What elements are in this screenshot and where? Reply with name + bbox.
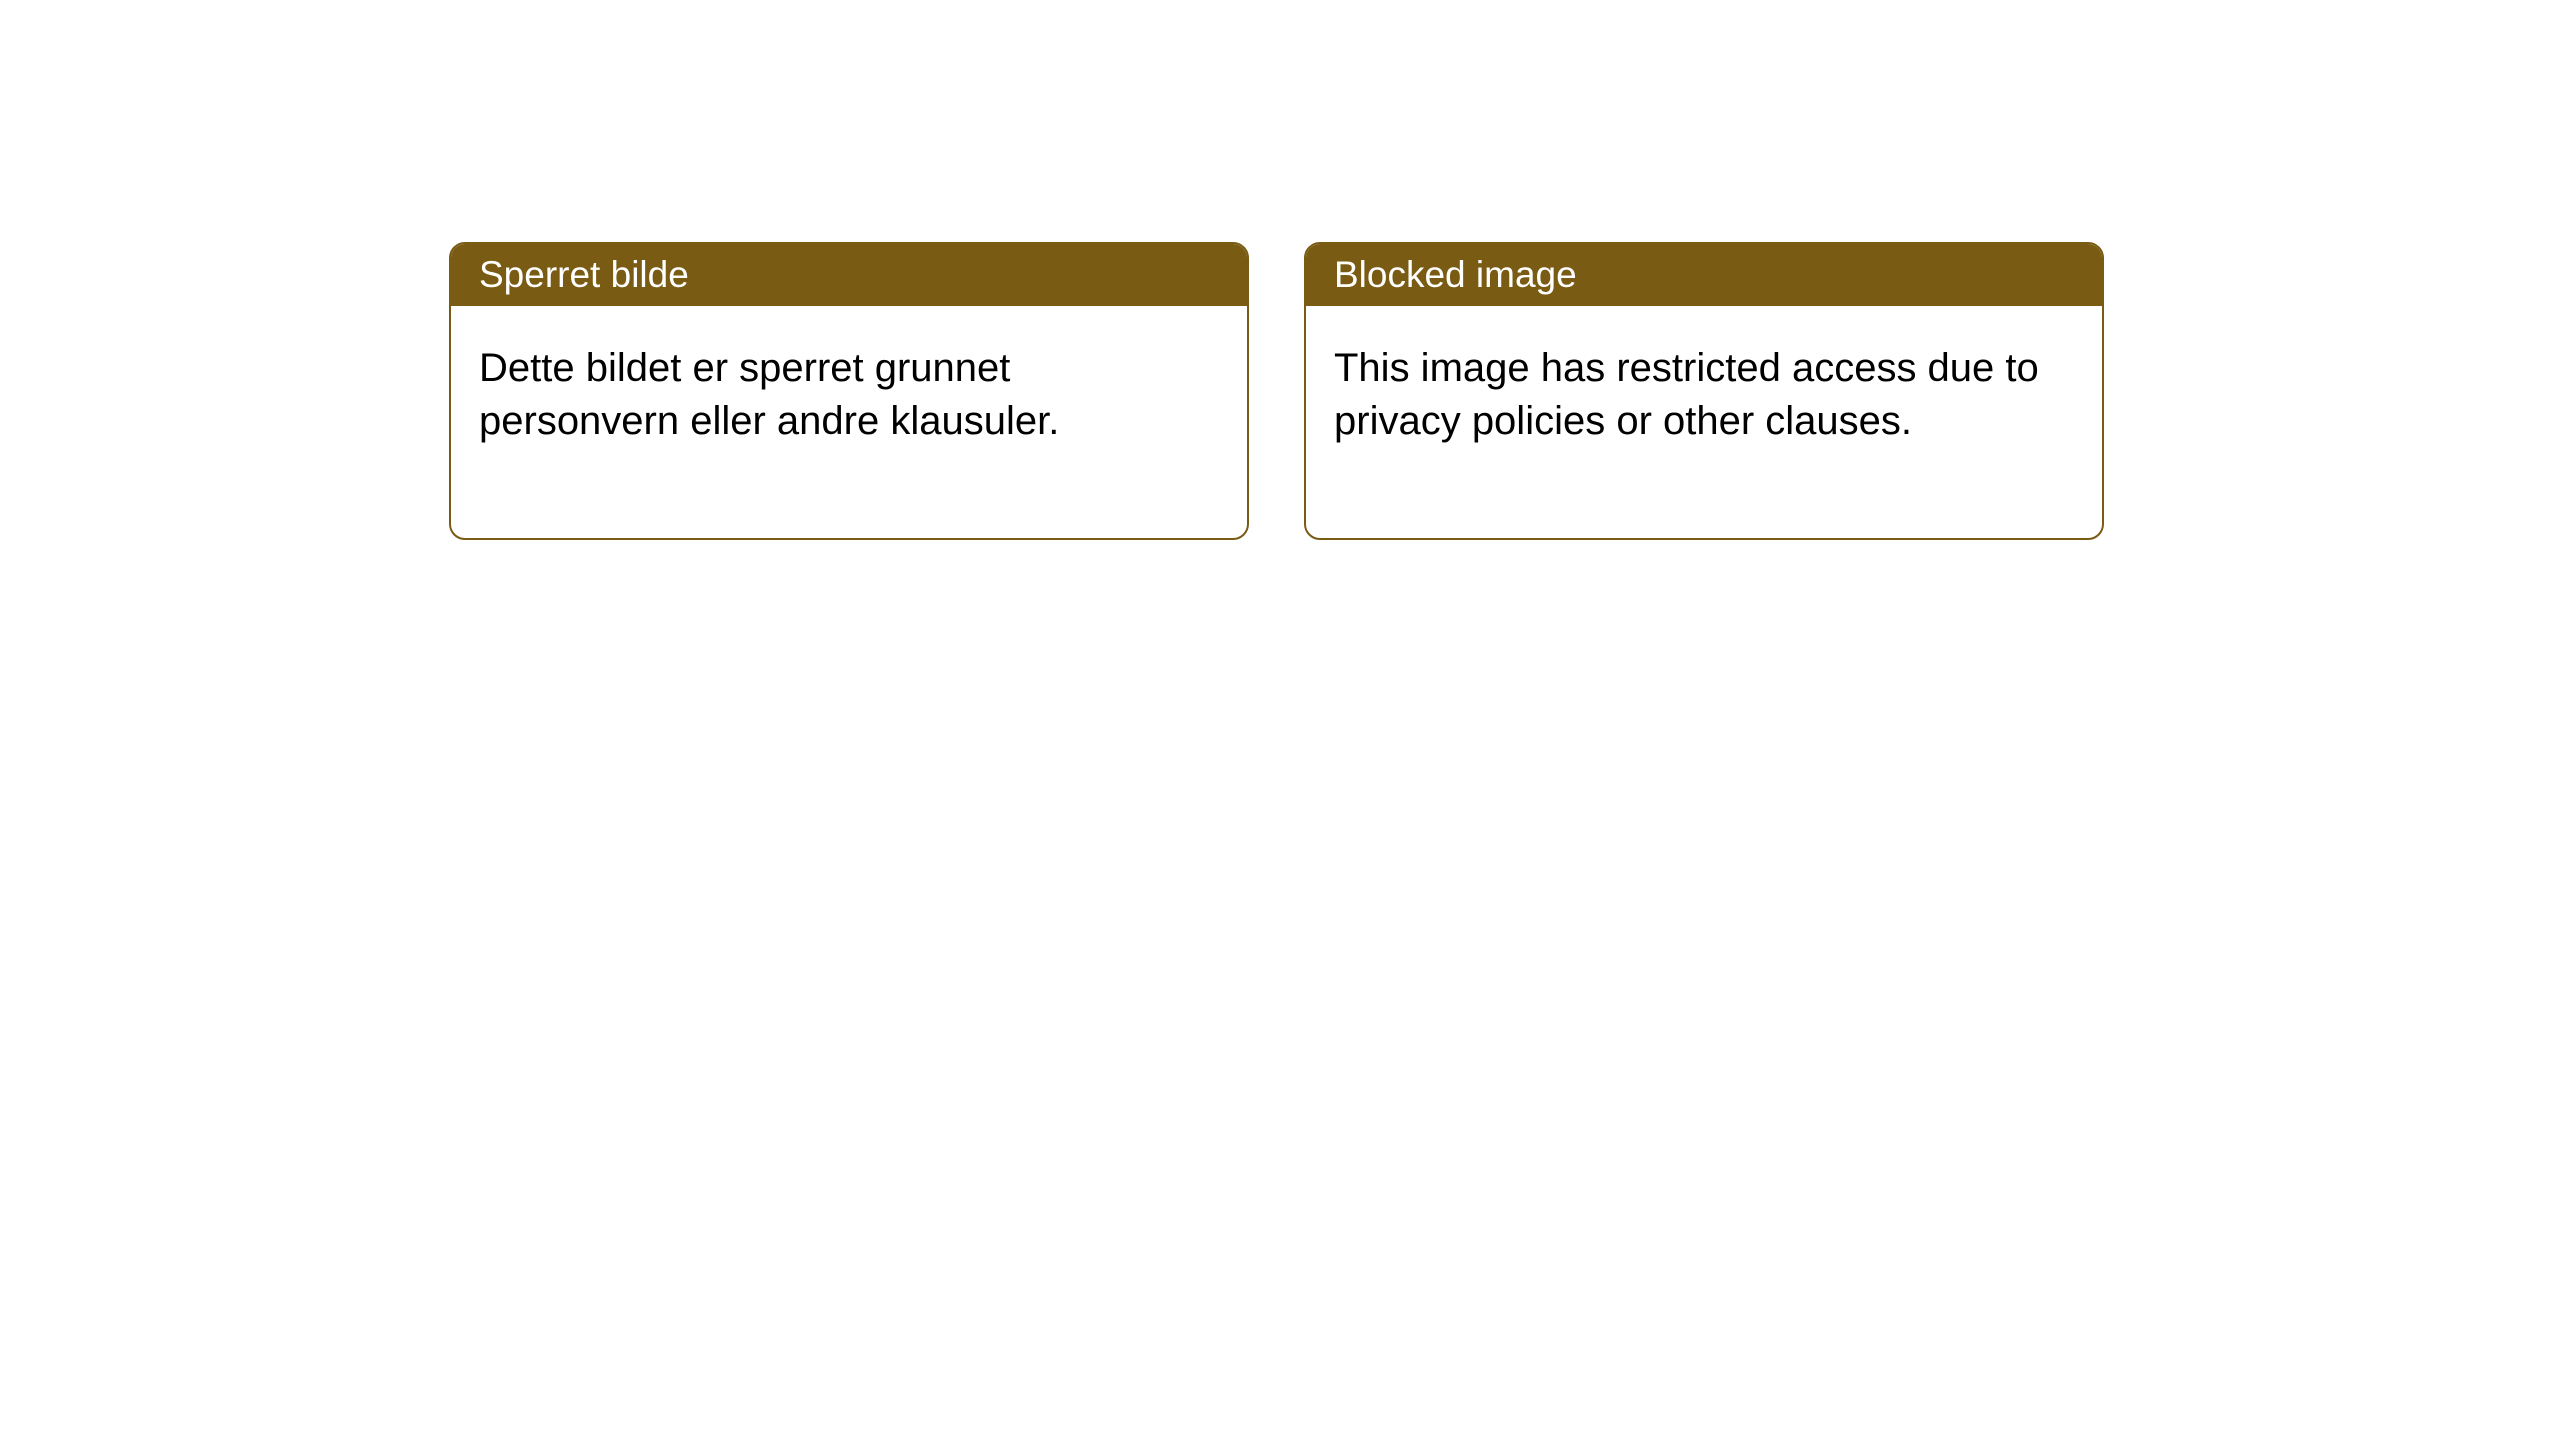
- card-title: Sperret bilde: [479, 254, 689, 295]
- card-body: Dette bildet er sperret grunnet personve…: [451, 306, 1247, 538]
- card-body: This image has restricted access due to …: [1306, 306, 2102, 538]
- notice-card-english: Blocked image This image has restricted …: [1304, 242, 2104, 540]
- card-header: Blocked image: [1306, 244, 2102, 306]
- notice-card-norwegian: Sperret bilde Dette bildet er sperret gr…: [449, 242, 1249, 540]
- notice-cards-container: Sperret bilde Dette bildet er sperret gr…: [449, 242, 2104, 540]
- card-body-text: Dette bildet er sperret grunnet personve…: [479, 346, 1059, 443]
- card-title: Blocked image: [1334, 254, 1577, 295]
- card-body-text: This image has restricted access due to …: [1334, 346, 2039, 443]
- card-header: Sperret bilde: [451, 244, 1247, 306]
